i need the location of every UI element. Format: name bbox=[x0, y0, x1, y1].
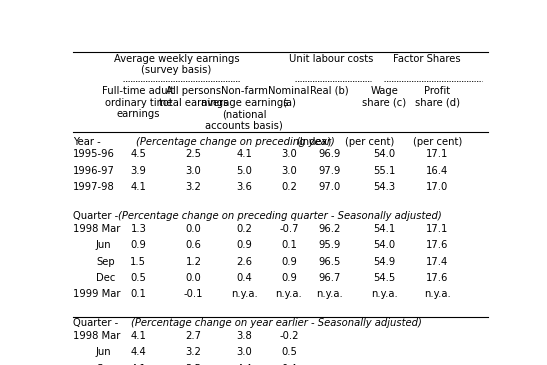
Text: 17.0: 17.0 bbox=[426, 182, 449, 192]
Text: 54.1: 54.1 bbox=[373, 224, 395, 234]
Text: 0.2: 0.2 bbox=[281, 182, 297, 192]
Text: 17.6: 17.6 bbox=[426, 240, 449, 250]
Text: (per cent): (per cent) bbox=[345, 137, 394, 147]
Text: 4.1: 4.1 bbox=[130, 331, 146, 341]
Text: Sep: Sep bbox=[96, 257, 114, 266]
Text: 17.1: 17.1 bbox=[426, 224, 449, 234]
Text: n.y.a.: n.y.a. bbox=[424, 289, 451, 299]
Text: 4.1: 4.1 bbox=[236, 150, 252, 160]
Text: Sep: Sep bbox=[96, 364, 114, 365]
Text: 54.0: 54.0 bbox=[373, 150, 395, 160]
Text: 0.5: 0.5 bbox=[281, 347, 297, 357]
Text: 95.9: 95.9 bbox=[318, 240, 340, 250]
Text: 0.9: 0.9 bbox=[281, 273, 297, 283]
Text: 0.4: 0.4 bbox=[236, 273, 252, 283]
Text: 3.8: 3.8 bbox=[236, 331, 252, 341]
Text: Quarter -: Quarter - bbox=[73, 211, 118, 221]
Text: 55.1: 55.1 bbox=[373, 166, 395, 176]
Text: (Percentage change on year earlier - Seasonally adjusted): (Percentage change on year earlier - Sea… bbox=[131, 318, 422, 328]
Text: 17.1: 17.1 bbox=[426, 150, 449, 160]
Text: Full-time adult
ordinary time
earnings: Full-time adult ordinary time earnings bbox=[102, 86, 174, 119]
Text: 2.6: 2.6 bbox=[236, 257, 252, 266]
Text: 2.7: 2.7 bbox=[185, 331, 201, 341]
Text: 4.4: 4.4 bbox=[236, 364, 252, 365]
Text: n.y.a.: n.y.a. bbox=[371, 289, 398, 299]
Text: 2.5: 2.5 bbox=[185, 150, 201, 160]
Text: 1996-97: 1996-97 bbox=[73, 166, 114, 176]
Text: 97.9: 97.9 bbox=[318, 166, 340, 176]
Text: 3.0: 3.0 bbox=[281, 166, 296, 176]
Text: 17.4: 17.4 bbox=[426, 257, 449, 266]
Text: n.y.a.: n.y.a. bbox=[231, 289, 258, 299]
Text: Quarter -: Quarter - bbox=[73, 318, 118, 328]
Text: Jun: Jun bbox=[96, 347, 112, 357]
Text: -0.7: -0.7 bbox=[279, 224, 299, 234]
Text: 3.0: 3.0 bbox=[185, 166, 201, 176]
Text: (per cent): (per cent) bbox=[412, 137, 462, 147]
Text: -0.1: -0.1 bbox=[184, 289, 203, 299]
Text: Wage
share (c): Wage share (c) bbox=[362, 86, 406, 108]
Text: n.y.a.: n.y.a. bbox=[276, 289, 302, 299]
Text: Profit
share (d): Profit share (d) bbox=[415, 86, 459, 108]
Text: 3.9: 3.9 bbox=[130, 166, 146, 176]
Text: 0.1: 0.1 bbox=[281, 240, 297, 250]
Text: (Index): (Index) bbox=[296, 137, 331, 147]
Text: 0.4: 0.4 bbox=[281, 364, 296, 365]
Text: Factor Shares: Factor Shares bbox=[393, 54, 461, 64]
Text: 0.0: 0.0 bbox=[185, 224, 201, 234]
Text: 54.3: 54.3 bbox=[373, 182, 395, 192]
Text: 3.2: 3.2 bbox=[185, 347, 201, 357]
Text: 0.0: 0.0 bbox=[185, 273, 201, 283]
Text: (Percentage change on preceding quarter - Seasonally adjusted): (Percentage change on preceding quarter … bbox=[119, 211, 442, 221]
Text: 5.0: 5.0 bbox=[236, 166, 252, 176]
Text: 4.5: 4.5 bbox=[130, 150, 146, 160]
Text: Unit labour costs: Unit labour costs bbox=[289, 54, 374, 64]
Text: 1995-96: 1995-96 bbox=[73, 150, 114, 160]
Text: Average weekly earnings
(survey basis): Average weekly earnings (survey basis) bbox=[114, 54, 239, 75]
Text: Dec: Dec bbox=[96, 273, 115, 283]
Text: 3.0: 3.0 bbox=[281, 150, 296, 160]
Text: Year -: Year - bbox=[73, 137, 100, 147]
Text: 1.5: 1.5 bbox=[130, 257, 147, 266]
Text: 0.2: 0.2 bbox=[236, 224, 252, 234]
Text: 3.0: 3.0 bbox=[236, 347, 252, 357]
Text: 96.5: 96.5 bbox=[318, 257, 340, 266]
Text: 3.2: 3.2 bbox=[185, 182, 201, 192]
Text: 1998 Mar: 1998 Mar bbox=[73, 224, 120, 234]
Text: 1.2: 1.2 bbox=[185, 257, 201, 266]
Text: 0.9: 0.9 bbox=[130, 240, 146, 250]
Text: 96.7: 96.7 bbox=[318, 273, 340, 283]
Text: 54.9: 54.9 bbox=[373, 257, 395, 266]
Text: 4.4: 4.4 bbox=[130, 347, 146, 357]
Text: 1999 Mar: 1999 Mar bbox=[73, 289, 120, 299]
Text: 4.1: 4.1 bbox=[130, 182, 146, 192]
Text: 1997-98: 1997-98 bbox=[73, 182, 114, 192]
Text: n.y.a.: n.y.a. bbox=[316, 289, 342, 299]
Text: 0.9: 0.9 bbox=[236, 240, 252, 250]
Text: Jun: Jun bbox=[96, 240, 112, 250]
Text: (Percentage change on preceding year): (Percentage change on preceding year) bbox=[136, 137, 335, 147]
Text: 0.6: 0.6 bbox=[185, 240, 201, 250]
Text: -0.2: -0.2 bbox=[279, 331, 299, 341]
Text: 97.0: 97.0 bbox=[318, 182, 340, 192]
Text: Real (b): Real (b) bbox=[310, 86, 348, 96]
Text: 1998 Mar: 1998 Mar bbox=[73, 331, 120, 341]
Text: 17.6: 17.6 bbox=[426, 273, 449, 283]
Text: 0.1: 0.1 bbox=[130, 289, 146, 299]
Text: All persons
total earnings: All persons total earnings bbox=[159, 86, 228, 108]
Text: 1.3: 1.3 bbox=[130, 224, 146, 234]
Text: 0.9: 0.9 bbox=[281, 257, 297, 266]
Text: 96.2: 96.2 bbox=[318, 224, 340, 234]
Text: 0.5: 0.5 bbox=[130, 273, 146, 283]
Text: 54.0: 54.0 bbox=[373, 240, 395, 250]
Text: 54.5: 54.5 bbox=[373, 273, 395, 283]
Text: 4.1: 4.1 bbox=[130, 364, 146, 365]
Text: 3.6: 3.6 bbox=[236, 182, 252, 192]
Text: Nominal
(a): Nominal (a) bbox=[268, 86, 310, 108]
Text: 16.4: 16.4 bbox=[426, 166, 449, 176]
Text: Non-farm
average earnings
(national
accounts basis): Non-farm average earnings (national acco… bbox=[201, 86, 288, 131]
Text: 3.5: 3.5 bbox=[185, 364, 201, 365]
Text: 96.9: 96.9 bbox=[318, 150, 340, 160]
